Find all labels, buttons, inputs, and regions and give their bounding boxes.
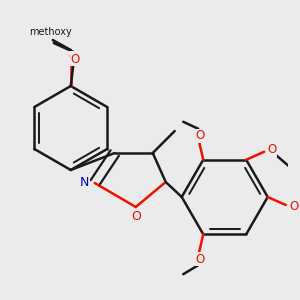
Text: O: O [289, 200, 298, 214]
Text: O: O [68, 52, 77, 62]
Text: methoxy: methoxy [29, 27, 72, 37]
Text: O: O [131, 211, 141, 224]
Text: O: O [268, 143, 277, 156]
Text: O: O [196, 129, 205, 142]
Text: O: O [196, 253, 205, 266]
Text: N: N [80, 176, 89, 190]
Text: O: O [70, 52, 80, 65]
